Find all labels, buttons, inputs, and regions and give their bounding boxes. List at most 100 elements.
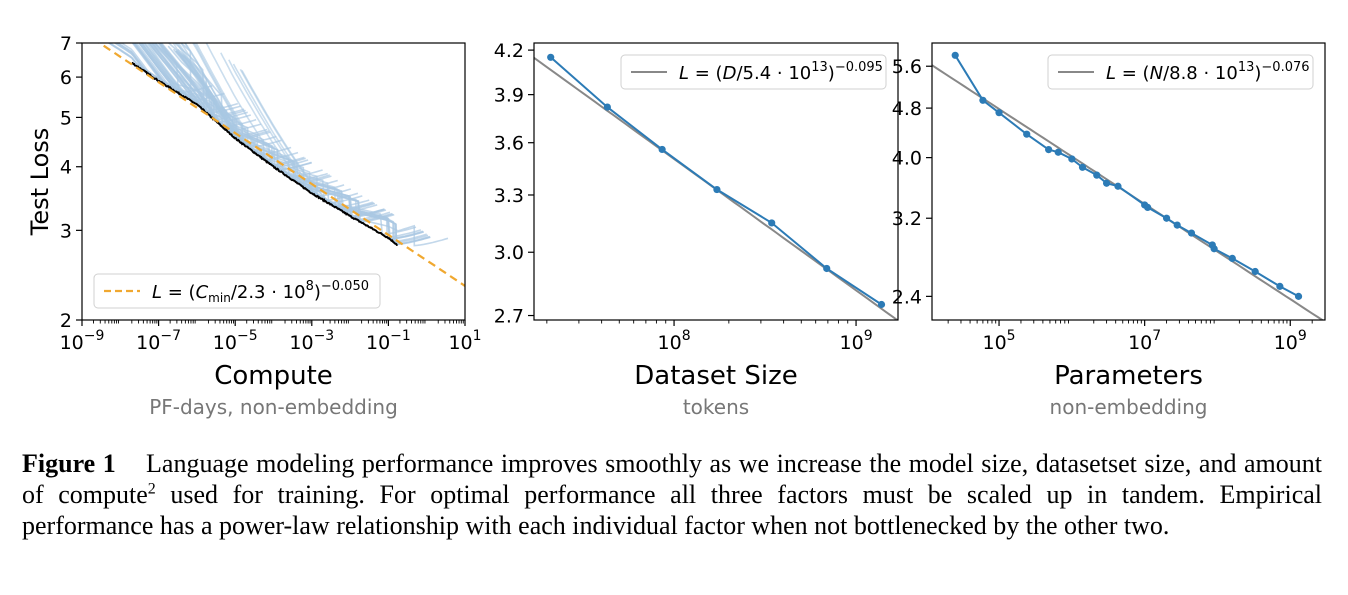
x-tick-label: 108 — [658, 328, 691, 354]
y-tick-label: 3.2 — [892, 208, 922, 230]
axes-frame — [533, 42, 899, 321]
data-point — [1187, 229, 1196, 237]
data-point — [1251, 267, 1259, 276]
x-axis-sublabel: non-embedding — [1050, 395, 1208, 419]
data-point — [1102, 179, 1111, 187]
learning-curve — [143, 43, 196, 104]
learning-curve — [193, 43, 278, 171]
learning-curve — [140, 43, 425, 241]
x-tick-label: 101 — [448, 328, 481, 354]
legend: L = (N/8.8 · 1013)−0.076 — [1047, 54, 1314, 90]
caption-label: Figure 1 — [22, 449, 116, 478]
learning-curve — [232, 63, 330, 205]
y-tick-label: 3 — [60, 220, 72, 242]
legend-label: L = (Cmin/2.3 · 108)−0.050 — [152, 279, 369, 305]
data-point — [1054, 148, 1062, 156]
learning-curve — [114, 43, 277, 145]
figure-caption: Figure 1 Language modeling performance i… — [22, 448, 1322, 541]
y-tick-label: 2 — [60, 310, 72, 332]
x-tick-label: 109 — [1274, 328, 1307, 354]
data-point — [1045, 145, 1053, 154]
y-tick-label: 5 — [60, 107, 72, 129]
learning-curve — [205, 43, 300, 186]
data-point — [951, 51, 959, 59]
data-point — [547, 53, 555, 61]
y-tick-label: 4.0 — [892, 148, 922, 170]
learning-curve — [140, 43, 189, 100]
data-point — [1210, 245, 1218, 253]
caption-text: Language modeling performance improves s… — [22, 449, 1322, 509]
data-point — [1114, 182, 1122, 190]
caption-footnote: 2 — [147, 480, 156, 498]
learning-curve — [145, 43, 200, 107]
data-point — [1023, 130, 1031, 138]
x-axis-sublabel: tokens — [683, 395, 749, 419]
x-tick-label: 107 — [1128, 328, 1161, 354]
x-axis-sublabel: PF-days, non-embedding — [149, 395, 398, 419]
chart-panel-2: 108 109 2.7 3.0 3.3 3.6 3.9 4.2 Dataset Size toke… — [494, 40, 899, 419]
series-line — [954, 54, 1300, 298]
y-tick-label: 3.0 — [494, 242, 524, 264]
legend-box — [93, 273, 381, 309]
y-tick-label: 3.9 — [494, 85, 524, 107]
legend-label: L = (N/8.8 · 1013)−0.076 — [1106, 60, 1310, 84]
data-point — [1294, 292, 1303, 300]
data-point — [1173, 221, 1181, 229]
x-tick-label: 10−1 — [366, 328, 411, 354]
x-tick-label: 105 — [982, 328, 1015, 354]
y-tick-label: 7 — [60, 33, 72, 55]
data-point — [1078, 163, 1087, 171]
legend-box — [620, 54, 887, 90]
data-point — [603, 103, 611, 111]
y-tick-label: 3.6 — [494, 133, 524, 155]
x-tick-label: 10−7 — [136, 328, 181, 354]
fit-line — [97, 43, 465, 287]
legend-label: L = (D/5.4 · 1013)−0.095 — [679, 60, 883, 84]
data-point — [1162, 214, 1171, 222]
x-tick-label: 10−5 — [213, 328, 258, 354]
learning-curve — [228, 59, 325, 202]
learning-curve — [220, 52, 318, 197]
x-tick-label: 10−3 — [289, 328, 334, 354]
x-tick-label: 109 — [840, 328, 873, 354]
data-point — [1276, 282, 1284, 290]
data-point — [877, 300, 886, 309]
plot-area — [97, 43, 465, 287]
learning-curves — [107, 43, 449, 247]
data-point — [995, 109, 1003, 117]
learning-curve — [176, 43, 250, 150]
x-axis-label: Parameters — [1054, 361, 1203, 391]
y-tick-label: 4.8 — [892, 98, 922, 120]
learning-curve — [177, 51, 393, 222]
y-tick-label: 4 — [60, 157, 72, 179]
y-tick-label: 2.4 — [892, 286, 922, 308]
learning-curve — [241, 70, 339, 210]
data-point — [1228, 254, 1236, 263]
caption-text-after: used for training. For optimal performan… — [22, 480, 1322, 540]
chart-panel-1: 10−9 10−7 10−5 10−3 10−1 101 2 3 4 5 6 7 Compute PF-d… — [26, 33, 482, 419]
x-tick-label: 10−9 — [60, 328, 105, 354]
y-axis-label: Test Loss — [26, 128, 54, 237]
x-axis-label: Dataset Size — [634, 361, 797, 391]
y-tick-label: 3.3 — [494, 185, 524, 207]
y-tick-label: 6 — [60, 67, 72, 89]
data-point — [768, 219, 776, 227]
data-point — [658, 145, 666, 154]
plot-area — [534, 53, 898, 320]
y-tick-label: 2.7 — [494, 306, 524, 328]
data-point — [1144, 203, 1152, 212]
learning-curve — [180, 43, 257, 155]
legend: L = (Cmin/2.3 · 108)−0.050 — [93, 273, 381, 309]
figure-canvas: 10−9 10−7 10−5 10−3 10−1 101 2 3 4 5 6 7 Compute PF-d… — [26, 33, 1326, 419]
frontier-line — [131, 61, 398, 246]
learning-curve — [149, 43, 375, 212]
data-point — [1093, 171, 1101, 179]
learning-curve — [172, 43, 244, 145]
legend-box — [1047, 54, 1314, 90]
chart-panel-3: 105 107 109 2.4 3.2 4.0 4.8 5.6 Parameters non-em… — [892, 42, 1326, 419]
learning-curve — [195, 43, 281, 173]
data-point — [1068, 155, 1076, 163]
y-tick-label: 5.6 — [892, 56, 922, 78]
x-axis-label: Compute — [214, 361, 333, 391]
series-line — [550, 56, 883, 306]
